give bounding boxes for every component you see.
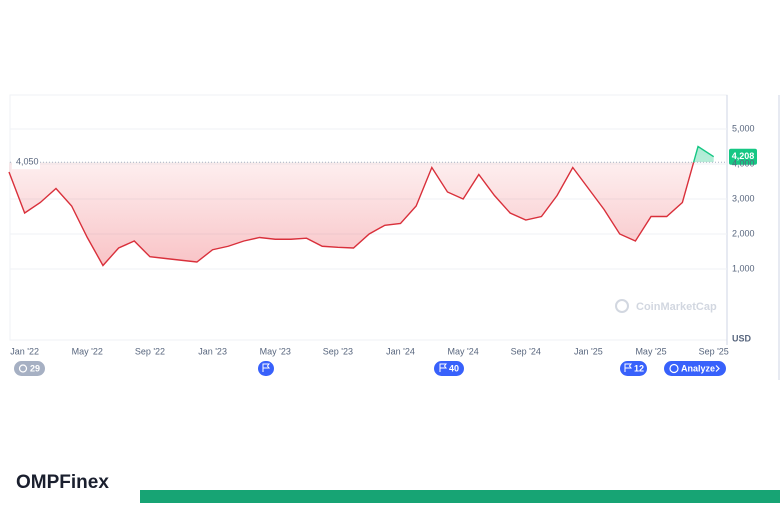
value-label-bg <box>729 148 757 165</box>
line-below <box>8 162 695 267</box>
watermark-text: CoinMarketCap <box>636 301 717 313</box>
series: 4,050 4,208 <box>8 145 757 267</box>
y-tick-label: 5,000 <box>732 123 755 133</box>
y-tick-label: 3,000 <box>732 193 755 203</box>
watermark: CoinMarketCap <box>615 299 717 313</box>
area-below <box>9 162 714 266</box>
baseline-label: 4,050 <box>16 157 39 167</box>
x-tick-label: May '23 <box>260 346 291 356</box>
x-tick-label: Sep '24 <box>511 346 541 356</box>
event-badge[interactable] <box>258 361 274 376</box>
x-tick-label: May '22 <box>72 346 103 356</box>
analyze-label: Analyze <box>681 363 715 373</box>
event-count: 12 <box>634 363 644 373</box>
value-label: 4,208 <box>732 151 755 161</box>
x-tick-label: Jan '23 <box>198 346 227 356</box>
event-badge[interactable]: 29 <box>14 361 45 376</box>
ticks: 1,000 2,000 3,000 4,000 5,000 Jan '22 May '22 S… <box>10 123 754 356</box>
x-tick-label: Sep '23 <box>323 346 353 356</box>
analyze-button[interactable]: Analyze <box>664 361 726 376</box>
event-count: 40 <box>449 363 459 373</box>
unit-label: USD <box>732 333 752 343</box>
x-tick-label: Jan '24 <box>386 346 415 356</box>
event-badge[interactable]: 12 <box>620 361 647 376</box>
event-badge[interactable]: 40 <box>434 361 464 376</box>
x-tick-label: May '25 <box>635 346 666 356</box>
y-tick-label: 1,000 <box>732 263 755 273</box>
x-tick-label: Jan '25 <box>574 346 603 356</box>
x-tick-label: Jan '22 <box>10 346 39 356</box>
y-tick-label: 4,000 <box>732 158 755 168</box>
event-count: 29 <box>30 363 40 373</box>
x-tick-label: Sep '25 <box>699 346 729 356</box>
x-tick-label: Sep '22 <box>135 346 165 356</box>
baseline-label-bg <box>12 155 40 170</box>
footer-bar <box>140 490 780 503</box>
logo: OMPFinex <box>16 472 109 493</box>
y-tick-label: 2,000 <box>732 228 755 238</box>
x-tick-label: May '24 <box>448 346 479 356</box>
